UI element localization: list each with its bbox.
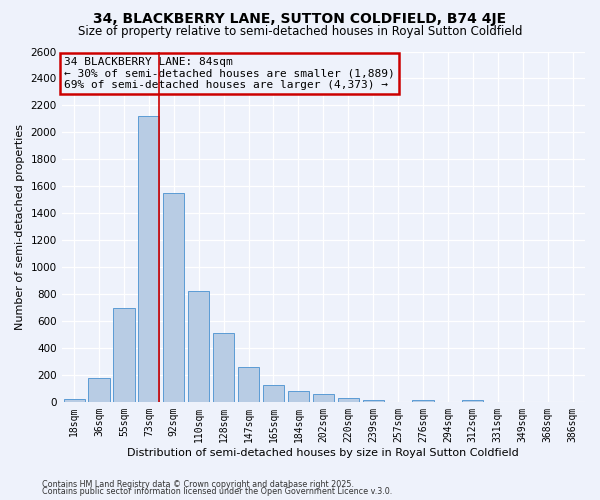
Text: 34, BLACKBERRY LANE, SUTTON COLDFIELD, B74 4JE: 34, BLACKBERRY LANE, SUTTON COLDFIELD, B… xyxy=(94,12,506,26)
Bar xyxy=(362,400,384,402)
Bar xyxy=(113,308,134,402)
Bar xyxy=(238,368,259,402)
Bar xyxy=(338,398,359,402)
Text: 34 BLACKBERRY LANE: 84sqm
← 30% of semi-detached houses are smaller (1,889)
69% : 34 BLACKBERRY LANE: 84sqm ← 30% of semi-… xyxy=(64,57,395,90)
Bar xyxy=(263,385,284,402)
Text: Size of property relative to semi-detached houses in Royal Sutton Coldfield: Size of property relative to semi-detach… xyxy=(78,25,522,38)
Bar xyxy=(412,400,434,402)
Bar xyxy=(462,400,484,402)
Text: Contains public sector information licensed under the Open Government Licence v.: Contains public sector information licen… xyxy=(42,487,392,496)
Bar xyxy=(88,378,110,402)
Bar xyxy=(138,116,160,402)
Bar xyxy=(64,399,85,402)
Bar xyxy=(163,193,184,402)
Bar xyxy=(288,391,309,402)
Bar xyxy=(188,290,209,402)
X-axis label: Distribution of semi-detached houses by size in Royal Sutton Coldfield: Distribution of semi-detached houses by … xyxy=(127,448,519,458)
Y-axis label: Number of semi-detached properties: Number of semi-detached properties xyxy=(15,124,25,330)
Bar xyxy=(313,394,334,402)
Bar xyxy=(213,333,234,402)
Text: Contains HM Land Registry data © Crown copyright and database right 2025.: Contains HM Land Registry data © Crown c… xyxy=(42,480,354,489)
